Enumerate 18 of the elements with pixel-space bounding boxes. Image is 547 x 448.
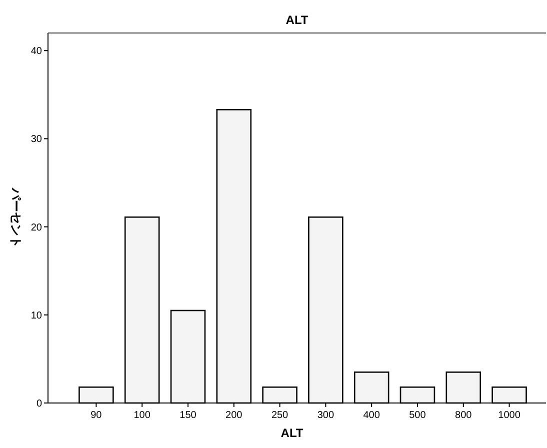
x-tick-label: 150 [180, 410, 197, 421]
y-tick-label: 0 [36, 398, 42, 410]
x-tick-label: 250 [271, 410, 289, 421]
x-tick-label: 100 [134, 410, 151, 421]
chart-title: ALT [286, 13, 309, 27]
x-tick-label: 500 [409, 410, 426, 421]
x-tick-label: 400 [363, 410, 380, 421]
y-tick-label: 30 [30, 134, 42, 146]
y-tick-label: 10 [30, 310, 42, 322]
x-tick-label: 200 [226, 410, 243, 421]
x-tick-label: 1000 [498, 410, 521, 421]
x-tick-label: 300 [317, 410, 334, 421]
x-axis-title: ALT [280, 426, 304, 440]
x-tick-label: 90 [90, 410, 102, 421]
y-tick-label: 40 [30, 46, 42, 58]
y-axis-title: パーセント [9, 187, 23, 248]
x-tick-label: 800 [455, 410, 472, 421]
y-tick-label: 20 [30, 222, 42, 234]
